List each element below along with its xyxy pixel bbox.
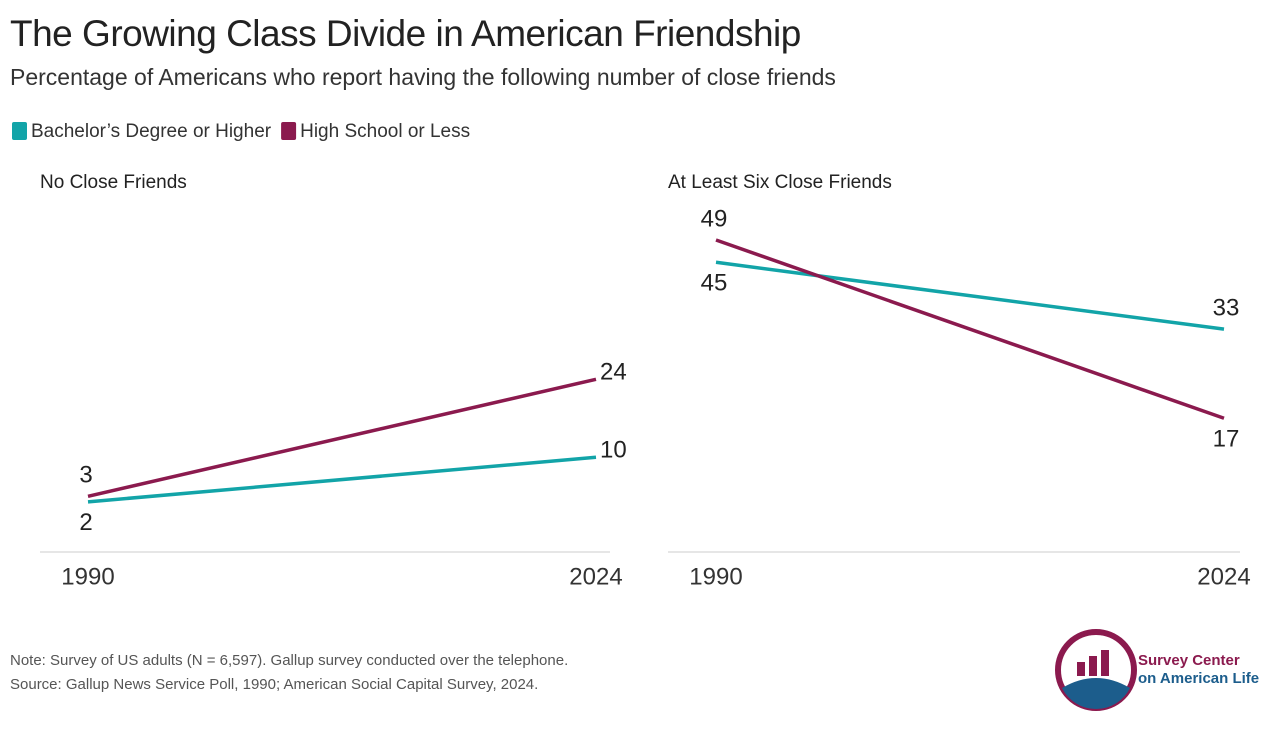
logo-bar xyxy=(1077,662,1085,676)
series-line xyxy=(715,260,1225,331)
data-label: 49 xyxy=(701,205,728,232)
series-line xyxy=(87,377,597,498)
panel-title: At Least Six Close Friends xyxy=(668,172,892,193)
data-label: 10 xyxy=(600,437,627,464)
logo: Survey Center on American Life xyxy=(1055,629,1259,711)
legend-label: High School or Less xyxy=(300,121,470,142)
legend-swatch xyxy=(12,122,27,140)
data-label: 33 xyxy=(1213,294,1240,321)
logo-land xyxy=(1062,678,1130,710)
x-tick-label: 2024 xyxy=(569,563,622,590)
series-line xyxy=(715,238,1225,420)
data-label: 45 xyxy=(701,270,728,297)
chart-subtitle: Percentage of Americans who report havin… xyxy=(10,64,836,90)
logo-bar xyxy=(1089,656,1097,676)
legend-swatch xyxy=(281,122,297,140)
logo-text: on American Life xyxy=(1138,670,1259,687)
data-label: 3 xyxy=(79,462,92,489)
chart-title: The Growing Class Divide in American Fri… xyxy=(10,13,801,54)
logo-bar xyxy=(1101,650,1109,676)
note: Note: Survey of US adults (N = 6,597). G… xyxy=(10,652,568,669)
data-label: 24 xyxy=(600,359,627,386)
data-label: 17 xyxy=(1213,426,1240,453)
legend-label: Bachelor’s Degree or Higher xyxy=(31,121,272,142)
series-line xyxy=(87,455,597,504)
data-label: 2 xyxy=(79,509,92,536)
x-tick-label: 1990 xyxy=(689,563,742,590)
x-tick-label: 1990 xyxy=(61,563,114,590)
panel-title: No Close Friends xyxy=(40,172,187,193)
source: Source: Gallup News Service Poll, 1990; … xyxy=(10,676,538,693)
x-tick-label: 2024 xyxy=(1197,563,1250,590)
logo-text: Survey Center xyxy=(1138,652,1240,669)
